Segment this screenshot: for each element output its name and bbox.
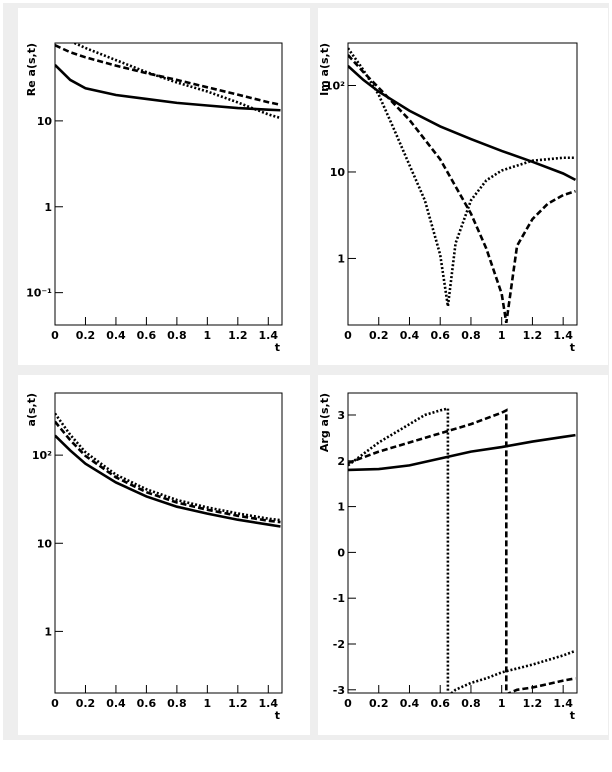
x-tick-label: 0.8: [461, 697, 481, 710]
series-line: [348, 408, 576, 693]
x-tick-label: 1: [498, 697, 506, 710]
x-axis-label: t: [570, 709, 575, 722]
x-tick-label: 1.4: [553, 697, 573, 710]
x-tick-label: 1.2: [523, 329, 543, 342]
x-tick-label: 0.6: [137, 697, 157, 710]
x-tick-label: 0.2: [369, 697, 389, 710]
y-tick-label: 10: [37, 537, 53, 550]
y-tick-label: -1: [333, 592, 345, 605]
x-tick-label: 0.4: [400, 329, 420, 342]
series-line: [348, 65, 577, 182]
series-line: [348, 47, 576, 307]
plot-frame: [54, 392, 283, 694]
y-tick-label: 2: [337, 455, 345, 468]
x-tick-label: 0: [51, 329, 59, 342]
series-line: [348, 433, 576, 472]
x-tick-label: 1.4: [553, 329, 573, 342]
x-tick-label: 0: [51, 697, 59, 710]
plot-frame: [347, 42, 578, 326]
x-tick-label: 0.4: [400, 697, 420, 710]
panel: 0 0.2 0.4 0.6 0.8 1 1.2 1.4 -3 -2 -1 0 1 2 3 Arg a(s,t)…: [318, 375, 608, 735]
y-tick-label: 10²: [32, 449, 52, 462]
y-tick-label: 1: [337, 252, 345, 265]
x-tick-label: 0.2: [369, 329, 389, 342]
series-line: [348, 54, 576, 324]
x-tick-label: 0.8: [167, 329, 187, 342]
y-tick-label: 1: [44, 201, 52, 214]
x-axis-label: t: [570, 341, 575, 354]
y-axis-label: Re a(s,t): [25, 43, 38, 96]
y-tick-label: 3: [337, 409, 345, 422]
x-tick-label: 0.4: [106, 329, 126, 342]
y-tick-label: 1: [44, 625, 52, 638]
x-tick-label: 1.2: [228, 329, 248, 342]
x-tick-label: 1.2: [228, 697, 248, 710]
plot-lines: [55, 412, 281, 528]
x-tick-label: 1.4: [259, 329, 279, 342]
x-tick-label: 0.2: [76, 697, 96, 710]
x-tick-label: 0.6: [137, 329, 157, 342]
x-tick-label: 0.2: [76, 329, 96, 342]
y-tick-label: 10: [330, 166, 346, 179]
y-tick-label: 10²: [325, 79, 345, 92]
x-tick-label: 1.2: [523, 697, 543, 710]
panel: 0 0.2 0.4 0.6 0.8 1 1.2 1.4 1 10 10² a(s,t) t: [18, 375, 310, 735]
x-axis-label: t: [275, 341, 280, 354]
y-tick-label: 10: [37, 115, 53, 128]
x-tick-label: 1: [204, 329, 212, 342]
x-tick-label: 0.8: [461, 329, 481, 342]
plot-lines: [348, 47, 577, 324]
panel: 0 0.2 0.4 0.6 0.8 1 1.2 1.4 10⁻¹ 1 10 Re a(s,t) t: [18, 8, 310, 365]
series-line: [55, 64, 281, 112]
x-tick-label: 1: [498, 329, 506, 342]
plot-frame: [347, 392, 578, 694]
y-tick-label: -2: [333, 638, 345, 651]
x-tick-label: 1.4: [259, 697, 279, 710]
series-line: [71, 43, 281, 120]
plot-lines: [55, 43, 281, 120]
x-tick-label: 0.8: [167, 697, 187, 710]
plot-frame: [54, 42, 283, 326]
y-axis-label: a(s,t): [25, 393, 38, 426]
y-tick-label: -3: [333, 684, 345, 697]
y-tick-label: 0: [337, 546, 345, 559]
x-tick-label: 0.4: [106, 697, 126, 710]
x-tick-label: 0: [344, 697, 352, 710]
y-tick-label: 10⁻¹: [26, 287, 52, 300]
y-axis-label: Arg a(s,t): [318, 393, 331, 452]
series-line: [55, 412, 281, 522]
x-tick-label: 0.6: [430, 329, 450, 342]
y-tick-label: 1: [337, 501, 345, 514]
x-tick-label: 1: [204, 697, 212, 710]
series-line: [55, 434, 281, 528]
x-tick-label: 0: [344, 329, 352, 342]
plot-lines: [348, 406, 576, 693]
x-tick-label: 0.6: [430, 697, 450, 710]
y-axis-label: Im a(s,t): [318, 43, 331, 96]
x-axis-label: t: [275, 709, 280, 722]
series-line: [55, 420, 281, 524]
